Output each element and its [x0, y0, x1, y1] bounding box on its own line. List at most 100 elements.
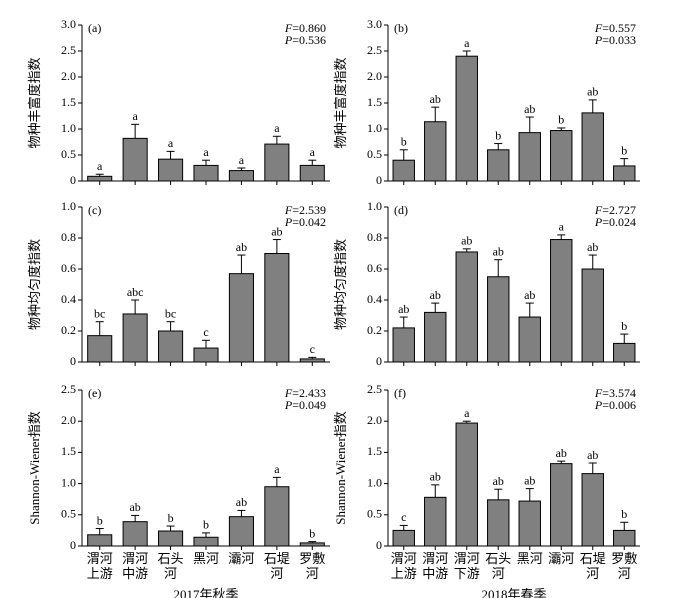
bar [122, 137, 148, 182]
significance-label: b [97, 513, 103, 527]
y-tick-label: 2.5 [367, 43, 382, 57]
bar [392, 327, 415, 363]
bar [613, 529, 636, 547]
y-tick-label: 1.0 [61, 199, 76, 213]
significance-label: a [239, 153, 245, 167]
stat-symbol: P [594, 33, 603, 47]
bar [392, 529, 415, 547]
bar [228, 516, 254, 547]
stat-value: =0.049 [292, 398, 326, 412]
y-axis-label: 物种均匀度指数 [333, 239, 348, 330]
significance-label: b [495, 128, 501, 142]
bar [264, 143, 290, 182]
y-tick-label: 0.5 [367, 147, 382, 161]
significance-label: c [401, 510, 406, 524]
bar [122, 521, 148, 547]
x-tick-label: 灞河 [548, 551, 575, 566]
x-tick-label: 渭河 下游 [453, 551, 480, 581]
bar [518, 500, 541, 547]
y-tick-label: 1.5 [367, 95, 382, 109]
y-tick-label: 2.5 [61, 382, 76, 396]
y-tick-label: 1.5 [61, 95, 76, 109]
bar [550, 239, 573, 363]
x-tick-label: 罗敷 河 [299, 551, 326, 581]
x-axis-label: 2017年秋季 [173, 587, 239, 598]
stat-symbol: P [594, 215, 603, 229]
bar [613, 165, 636, 182]
panel-label: (e) [88, 386, 101, 400]
stat: F=0.860 [284, 21, 326, 35]
bar [518, 132, 541, 182]
bar [550, 130, 573, 182]
significance-label: ab [461, 234, 472, 248]
bar [581, 268, 604, 363]
bar [193, 536, 219, 547]
bar [193, 347, 219, 363]
x-tick-label: 罗敷 河 [611, 551, 638, 581]
y-tick-label: 1.0 [367, 121, 382, 135]
stat-symbol: F [594, 386, 603, 400]
significance-label: ab [398, 302, 409, 316]
stat: F=0.557 [594, 21, 636, 35]
y-tick-label: 1.5 [61, 444, 76, 458]
significance-label: b [621, 507, 627, 521]
panel-label: (a) [88, 21, 101, 35]
y-tick-label: 0 [376, 173, 382, 187]
bar [299, 164, 325, 182]
bar [264, 253, 290, 363]
significance-label: a [132, 109, 138, 123]
bar [87, 534, 113, 547]
x-tick-label: 石堤 河 [263, 551, 290, 581]
stat: F=2.727 [594, 203, 636, 217]
significance-label: ab [524, 102, 535, 116]
significance-label: b [558, 113, 564, 127]
significance-label: b [168, 511, 174, 525]
stat-value: =0.860 [292, 21, 326, 35]
stat-symbol: P [594, 398, 603, 412]
y-tick-label: 0 [376, 354, 382, 368]
bar [487, 276, 510, 363]
significance-label: ab [587, 240, 598, 254]
y-tick-label: 3.0 [61, 17, 76, 31]
stat-symbol: F [284, 386, 293, 400]
bar [581, 112, 604, 182]
panel-label: (b) [394, 21, 408, 35]
bar [550, 463, 573, 547]
bar [228, 170, 254, 182]
significance-label: ab [493, 244, 504, 258]
bar [518, 316, 541, 363]
significance-label: a [274, 462, 280, 476]
stat-symbol: P [284, 398, 293, 412]
y-tick-label: 0.4 [61, 292, 76, 306]
bar [455, 251, 478, 363]
significance-label: c [203, 325, 208, 339]
bar [158, 158, 184, 182]
panel-label: (c) [88, 203, 101, 217]
bar [299, 542, 325, 547]
y-tick-label: 0.2 [61, 323, 76, 337]
stat-symbol: P [284, 33, 293, 47]
x-tick-label: 石头 河 [485, 551, 512, 581]
y-tick-label: 0.8 [367, 230, 382, 244]
y-tick-label: 0 [376, 538, 382, 552]
y-tick-label: 0.4 [367, 292, 382, 306]
significance-label: b [203, 518, 209, 532]
significance-label: b [401, 135, 407, 149]
y-tick-label: 3.0 [367, 17, 382, 31]
significance-label: a [310, 145, 316, 159]
significance-label: b [621, 319, 627, 333]
bar [424, 311, 447, 363]
stat-value: =0.557 [602, 21, 636, 35]
significance-label: ab [430, 288, 441, 302]
stat: F=2.433 [284, 386, 326, 400]
significance-label: ab [430, 470, 441, 484]
stat-value: =0.536 [292, 33, 326, 47]
bar [193, 164, 219, 182]
significance-label: ab [271, 224, 282, 238]
bar [392, 159, 415, 182]
bar [122, 313, 148, 363]
stat-value: =3.574 [602, 386, 636, 400]
y-tick-label: 1.0 [61, 475, 76, 489]
bar [87, 335, 113, 363]
